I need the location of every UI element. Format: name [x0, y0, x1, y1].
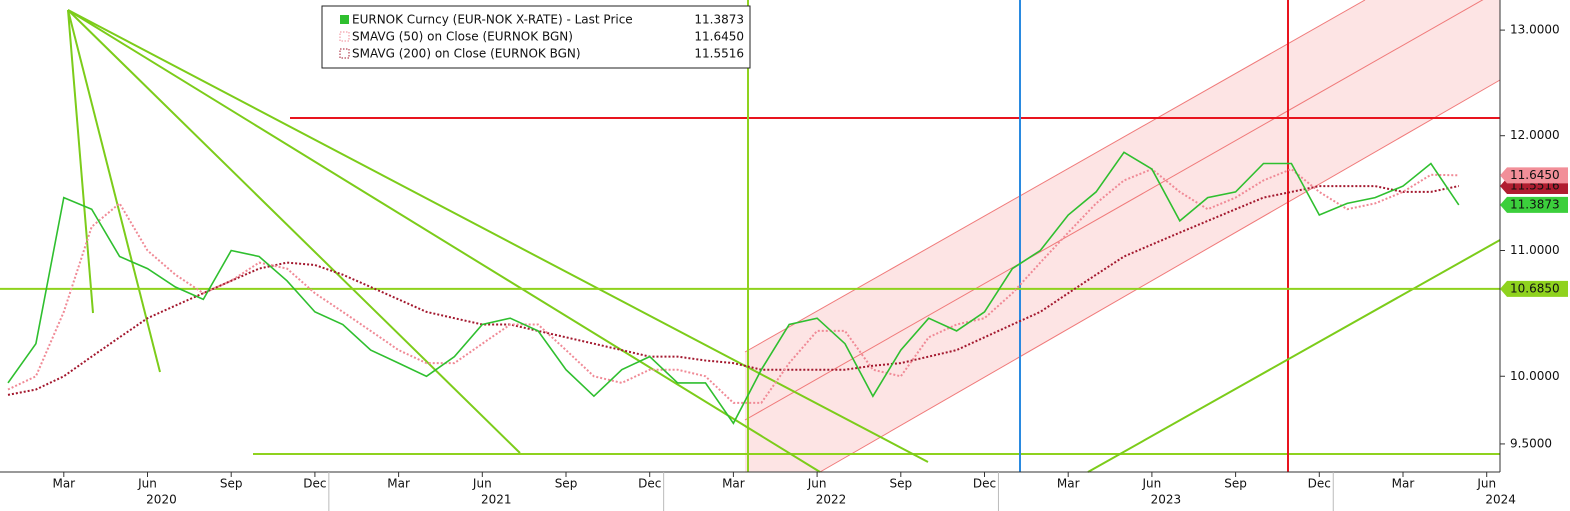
x-tick-label: Dec	[973, 477, 996, 491]
legend-swatch	[340, 15, 349, 24]
x-tick-label: Jun	[1142, 477, 1162, 491]
channel-bottom	[819, 79, 1501, 473]
year-label: 2024	[1485, 493, 1516, 507]
x-tick-label: Sep	[889, 477, 912, 491]
value-tag: 11.6450	[1500, 167, 1568, 184]
analysis-drawings	[67, 0, 1501, 473]
year-label: 2020	[146, 493, 177, 507]
y-tick-label: 13.0000	[1510, 23, 1560, 37]
x-tick-label: Jun	[472, 477, 492, 491]
x-tick-label: Mar	[52, 477, 75, 491]
fan-line	[67, 9, 929, 463]
x-tick-label: Dec	[638, 477, 661, 491]
legend-label: SMAVG (50) on Close (EURNOK BGN)	[352, 30, 573, 44]
legend-value: 11.5516	[694, 47, 744, 61]
legend-value: 11.6450	[694, 30, 744, 44]
fan-line	[67, 9, 161, 373]
x-tick-label: Sep	[220, 477, 243, 491]
tag-box	[1500, 280, 1568, 297]
tag-label: 11.3873	[1510, 197, 1560, 211]
value-tag: 10.6850	[1500, 280, 1568, 297]
x-tick-label: Mar	[1057, 477, 1080, 491]
fan-line	[67, 9, 94, 314]
x-tick-label: Sep	[555, 477, 578, 491]
fan-line	[67, 9, 521, 454]
legend-label: EURNOK Curncy (EUR-NOK X-RATE) - Last Pr…	[352, 13, 633, 27]
year-label: 2021	[481, 493, 512, 507]
tag-label: 10.6850	[1510, 281, 1560, 295]
tag-box	[1500, 167, 1568, 184]
y-tick-label: 12.0000	[1510, 128, 1560, 142]
x-tick-label: Jun	[137, 477, 157, 491]
channel	[745, 0, 1500, 472]
x-tick-label: Mar	[387, 477, 410, 491]
x-tick-label: Mar	[722, 477, 745, 491]
plot	[0, 151, 1500, 425]
year-label: 2023	[1151, 493, 1182, 507]
channel-top	[744, 0, 1366, 353]
fan-line	[67, 9, 821, 473]
series-line	[7, 185, 1460, 396]
y-tick-label: 9.5000	[1510, 436, 1552, 450]
tag-label: 11.6450	[1510, 168, 1560, 182]
legend: EURNOK Curncy (EUR-NOK X-RATE) - Last Pr…	[321, 5, 751, 69]
y-tick-label: 10.0000	[1510, 369, 1560, 383]
x-tick-label: Dec	[303, 477, 326, 491]
legend-label: SMAVG (200) on Close (EURNOK BGN)	[352, 47, 581, 61]
tag-box	[1500, 196, 1568, 213]
trend-line	[1087, 239, 1501, 473]
legend-value: 11.3873	[694, 13, 744, 27]
legend-box	[321, 5, 751, 69]
channel-mid	[744, 0, 1484, 421]
legend-swatch	[339, 48, 350, 59]
series-line	[7, 151, 1460, 425]
x-tick-label: Dec	[1308, 477, 1331, 491]
legend-swatch	[339, 31, 350, 42]
y-tick-label: 11.0000	[1510, 243, 1560, 257]
value-tag: 11.3873	[1500, 196, 1568, 213]
fan-lines	[67, 9, 1501, 473]
x-tick-label: Sep	[1224, 477, 1247, 491]
x-tick-label: Jun	[807, 477, 827, 491]
x-tick-label: Mar	[1392, 477, 1415, 491]
year-label: 2022	[816, 493, 847, 507]
x-tick-label: Jun	[1476, 477, 1496, 491]
series-line	[7, 167, 1459, 404]
